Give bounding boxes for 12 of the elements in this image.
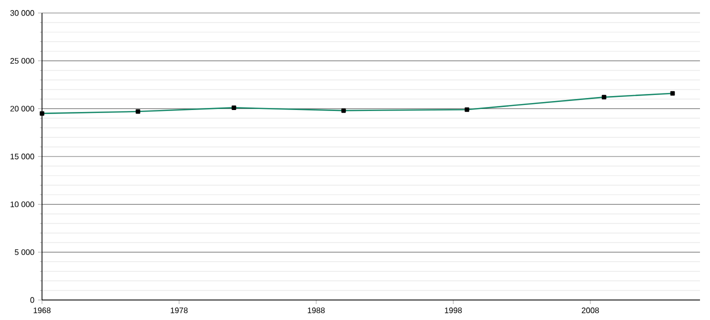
y-tick-label: 5 000 (14, 249, 34, 255)
y-tick-label: 20 000 (10, 106, 34, 112)
x-tick-label: 2008 (582, 308, 599, 314)
x-tick-label: 1998 (444, 308, 462, 314)
y-tick-label: 15 000 (10, 154, 34, 160)
y-tick-label: 30 000 (10, 10, 34, 16)
x-tick-label: 1968 (34, 308, 51, 314)
y-tick-label: 0 (30, 297, 34, 303)
x-tick-label: 1978 (170, 308, 188, 314)
y-tick-label: 10 000 (10, 201, 34, 208)
y-tick-label: 25 000 (10, 58, 34, 64)
x-tick-label: 1988 (308, 308, 325, 314)
